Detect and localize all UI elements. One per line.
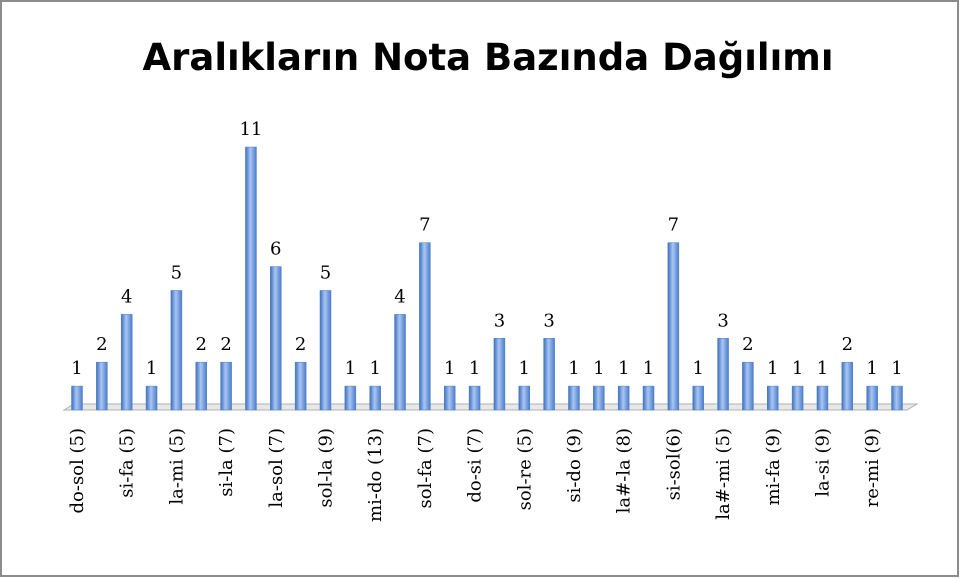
bar bbox=[120, 314, 133, 411]
x-tick-label: mi-do (13) bbox=[365, 428, 386, 522]
x-tick-label: sol-re (5) bbox=[514, 428, 535, 510]
value-label: 1 bbox=[369, 358, 380, 379]
bar bbox=[791, 385, 804, 411]
value-label: 1 bbox=[767, 358, 778, 379]
bar bbox=[841, 361, 854, 411]
chart-title: Aralıkların Nota Bazında Dağılımı bbox=[142, 36, 833, 79]
bar bbox=[568, 385, 580, 411]
value-label: 5 bbox=[320, 262, 331, 283]
value-label: 1 bbox=[692, 358, 703, 379]
bar bbox=[816, 385, 829, 411]
value-label: 1 bbox=[792, 358, 803, 379]
value-label: 2 bbox=[842, 334, 853, 355]
bar bbox=[319, 290, 332, 411]
value-label: 1 bbox=[444, 358, 455, 379]
x-tick-label: si-sol(6) bbox=[663, 428, 684, 500]
bar bbox=[220, 361, 232, 411]
floor bbox=[62, 403, 919, 411]
value-label: 1 bbox=[593, 358, 604, 379]
value-label: 1 bbox=[469, 358, 480, 379]
bar bbox=[692, 385, 704, 411]
bar bbox=[593, 385, 605, 411]
value-label: 4 bbox=[394, 286, 405, 307]
value-label: 7 bbox=[668, 215, 679, 236]
bar bbox=[493, 338, 506, 411]
bar bbox=[443, 385, 456, 411]
bar bbox=[369, 385, 381, 411]
bar bbox=[667, 242, 680, 411]
x-tick-label: do-sol (5) bbox=[67, 428, 88, 514]
value-label: 11 bbox=[239, 119, 262, 140]
value-label: 2 bbox=[96, 334, 107, 355]
bar bbox=[742, 361, 754, 411]
bar bbox=[642, 385, 655, 411]
value-label: 1 bbox=[891, 358, 902, 379]
value-label: 2 bbox=[742, 334, 753, 355]
value-label: 1 bbox=[71, 358, 82, 379]
x-tick-label: la#-mi (5) bbox=[713, 428, 734, 520]
bar bbox=[543, 338, 555, 411]
x-tick-label: si-fa (5) bbox=[117, 428, 138, 498]
bar bbox=[518, 385, 531, 411]
bar bbox=[717, 338, 729, 411]
x-tick-label: la-sol (7) bbox=[266, 428, 287, 508]
value-label: 3 bbox=[543, 310, 554, 331]
x-tick-label: la-si (9) bbox=[812, 428, 833, 497]
value-label: 1 bbox=[817, 358, 828, 379]
bar bbox=[195, 361, 207, 411]
value-label: 7 bbox=[419, 215, 430, 236]
value-label: 1 bbox=[146, 358, 157, 379]
value-label: 2 bbox=[295, 334, 306, 355]
x-tick-label: do-si (7) bbox=[465, 428, 486, 503]
bar bbox=[767, 385, 779, 411]
bar bbox=[394, 314, 406, 411]
bar bbox=[270, 266, 282, 411]
value-label: 3 bbox=[717, 310, 728, 331]
value-label: 1 bbox=[519, 358, 530, 379]
bar bbox=[344, 385, 357, 411]
bar bbox=[170, 290, 183, 411]
x-tick-label: si-do (9) bbox=[564, 428, 585, 503]
value-label: 2 bbox=[220, 334, 231, 355]
x-tick-label: si-la (7) bbox=[216, 428, 237, 497]
value-label: 4 bbox=[121, 286, 132, 307]
value-label: 3 bbox=[494, 310, 505, 331]
x-tick-label: la-mi (5) bbox=[166, 428, 187, 505]
bar bbox=[866, 385, 878, 411]
bar bbox=[419, 242, 431, 411]
value-label: 1 bbox=[643, 358, 654, 379]
x-tick-label: mi-fa (9) bbox=[763, 428, 784, 506]
value-label: 1 bbox=[568, 358, 579, 379]
value-label: 1 bbox=[866, 358, 877, 379]
bar bbox=[294, 361, 307, 411]
x-tick-label: sol-fa (7) bbox=[415, 428, 436, 509]
x-tick-label: sol-la (9) bbox=[315, 428, 336, 508]
value-label: 6 bbox=[270, 239, 281, 260]
value-label: 1 bbox=[345, 358, 356, 379]
bar bbox=[617, 385, 630, 411]
bar bbox=[891, 385, 903, 411]
x-tick-label: re-mi (9) bbox=[862, 428, 883, 507]
value-label: 1 bbox=[618, 358, 629, 379]
bar bbox=[245, 146, 257, 411]
bar bbox=[468, 385, 481, 411]
x-tick-label: la#-la (8) bbox=[614, 428, 635, 513]
value-label: 5 bbox=[171, 262, 182, 283]
bar bbox=[145, 385, 158, 411]
bar bbox=[71, 385, 83, 411]
value-label: 2 bbox=[196, 334, 207, 355]
bar bbox=[96, 361, 108, 411]
